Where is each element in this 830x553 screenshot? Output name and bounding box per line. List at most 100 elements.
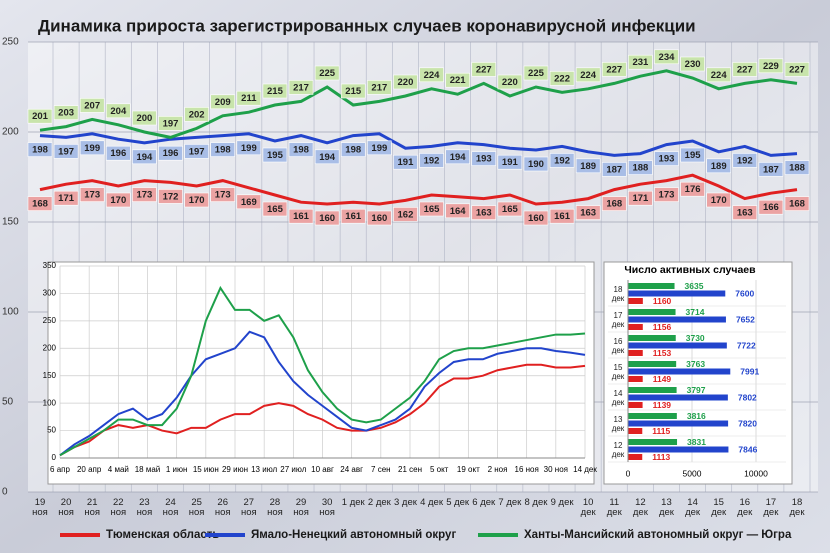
data-label: 190 bbox=[528, 159, 544, 170]
bar bbox=[628, 335, 676, 341]
data-label: 194 bbox=[450, 152, 467, 163]
data-label: 168 bbox=[606, 199, 622, 210]
data-label: 198 bbox=[32, 145, 48, 156]
data-label-box bbox=[288, 80, 314, 95]
data-label: 197 bbox=[58, 146, 74, 157]
x-tick-label: 30 ноя bbox=[544, 465, 568, 474]
y-tick-label: 17 дек bbox=[611, 311, 625, 329]
data-label: 1160 bbox=[653, 296, 672, 306]
legend-label: Тюменская область bbox=[106, 529, 219, 541]
data-label: 168 bbox=[32, 199, 48, 210]
data-label: 209 bbox=[215, 97, 231, 108]
data-label: 160 bbox=[528, 213, 544, 224]
data-label-box bbox=[471, 151, 497, 166]
data-label: 161 bbox=[554, 211, 571, 222]
x-tick-label: 29 июн bbox=[222, 465, 248, 474]
data-label: 217 bbox=[371, 82, 387, 93]
data-label: 207 bbox=[84, 100, 100, 111]
data-label-box bbox=[262, 83, 288, 99]
data-label-box bbox=[732, 205, 758, 220]
data-label: 225 bbox=[528, 68, 545, 79]
data-label-box bbox=[497, 201, 523, 217]
data-label: 203 bbox=[58, 108, 74, 119]
data-label-box bbox=[575, 158, 601, 174]
data-label: 224 bbox=[711, 70, 728, 81]
x-tick-label: 5000 bbox=[683, 468, 702, 478]
data-label-box bbox=[314, 149, 340, 165]
data-label-box bbox=[106, 103, 131, 119]
data-label: 202 bbox=[189, 109, 205, 120]
x-tick-label: 8 дек bbox=[524, 497, 548, 508]
y-tick-label: 300 bbox=[43, 289, 57, 298]
bar bbox=[628, 402, 643, 408]
x-tick-label: 4 май bbox=[108, 465, 129, 474]
data-label-box bbox=[210, 142, 236, 157]
x-tick-label: 19 ноя bbox=[32, 497, 48, 518]
data-label: 192 bbox=[737, 155, 753, 166]
x-tick-label: 10000 bbox=[744, 468, 768, 478]
x-tick-label: 21 сен bbox=[398, 465, 422, 474]
data-label: 1149 bbox=[653, 374, 672, 384]
data-label: 195 bbox=[267, 150, 284, 161]
y-tick-label: 12 дек bbox=[611, 441, 625, 459]
data-label: 221 bbox=[450, 75, 467, 86]
data-label-box bbox=[367, 140, 392, 156]
data-label-box bbox=[132, 110, 157, 126]
data-label: 171 bbox=[632, 193, 649, 204]
data-label: 194 bbox=[319, 152, 336, 163]
bar bbox=[628, 290, 726, 297]
data-label: 165 bbox=[502, 204, 519, 215]
data-label: 172 bbox=[163, 191, 179, 202]
bar bbox=[628, 350, 643, 356]
data-label-box bbox=[601, 162, 627, 177]
bar bbox=[628, 446, 729, 453]
data-label-box bbox=[262, 147, 288, 163]
data-label: 1139 bbox=[653, 400, 672, 410]
data-label-box bbox=[680, 56, 705, 72]
data-label: 222 bbox=[554, 73, 570, 84]
data-label: 170 bbox=[110, 195, 126, 206]
x-tick-label: 3 дек bbox=[393, 497, 417, 508]
data-label-box bbox=[79, 140, 105, 156]
data-label-box bbox=[419, 153, 444, 168]
data-label: 227 bbox=[606, 64, 622, 75]
data-label-box bbox=[497, 154, 523, 170]
data-label: 198 bbox=[345, 145, 361, 156]
data-label-box bbox=[419, 67, 444, 83]
data-label: 3831 bbox=[687, 437, 706, 447]
x-tick-label: 17 дек bbox=[763, 497, 779, 518]
data-label-box bbox=[732, 62, 758, 77]
data-label-box bbox=[340, 83, 366, 99]
bar bbox=[628, 394, 728, 401]
data-label-box bbox=[393, 207, 418, 222]
y-tick-label: 150 bbox=[43, 371, 57, 380]
data-label-box bbox=[419, 201, 444, 217]
x-tick-label: 12 дек bbox=[632, 497, 648, 518]
data-label-box bbox=[549, 208, 575, 224]
data-label: 188 bbox=[789, 163, 805, 174]
data-label-box bbox=[53, 144, 79, 159]
data-label: 7722 bbox=[737, 340, 756, 350]
bar bbox=[628, 342, 727, 349]
data-label-box bbox=[236, 194, 262, 210]
data-label-box bbox=[340, 208, 366, 224]
data-label-box bbox=[680, 181, 705, 197]
data-label: 231 bbox=[632, 57, 649, 68]
data-label: 3635 bbox=[685, 281, 704, 291]
data-label: 173 bbox=[659, 190, 675, 201]
data-label-box bbox=[445, 203, 470, 219]
data-label: 7820 bbox=[738, 418, 757, 428]
data-label: 160 bbox=[371, 213, 387, 224]
data-label-box bbox=[628, 160, 653, 175]
data-label-box bbox=[601, 62, 627, 77]
data-label: 187 bbox=[763, 164, 779, 175]
data-label-box bbox=[288, 208, 314, 224]
data-label-box bbox=[314, 65, 340, 81]
data-label: 199 bbox=[371, 143, 387, 154]
data-label: 1153 bbox=[653, 348, 672, 358]
data-label: 7846 bbox=[738, 444, 757, 454]
x-tick-label: 18 дек bbox=[789, 497, 805, 518]
data-label-box bbox=[158, 189, 183, 204]
y-tick-label: 200 bbox=[43, 343, 57, 352]
data-label-box bbox=[210, 187, 236, 202]
